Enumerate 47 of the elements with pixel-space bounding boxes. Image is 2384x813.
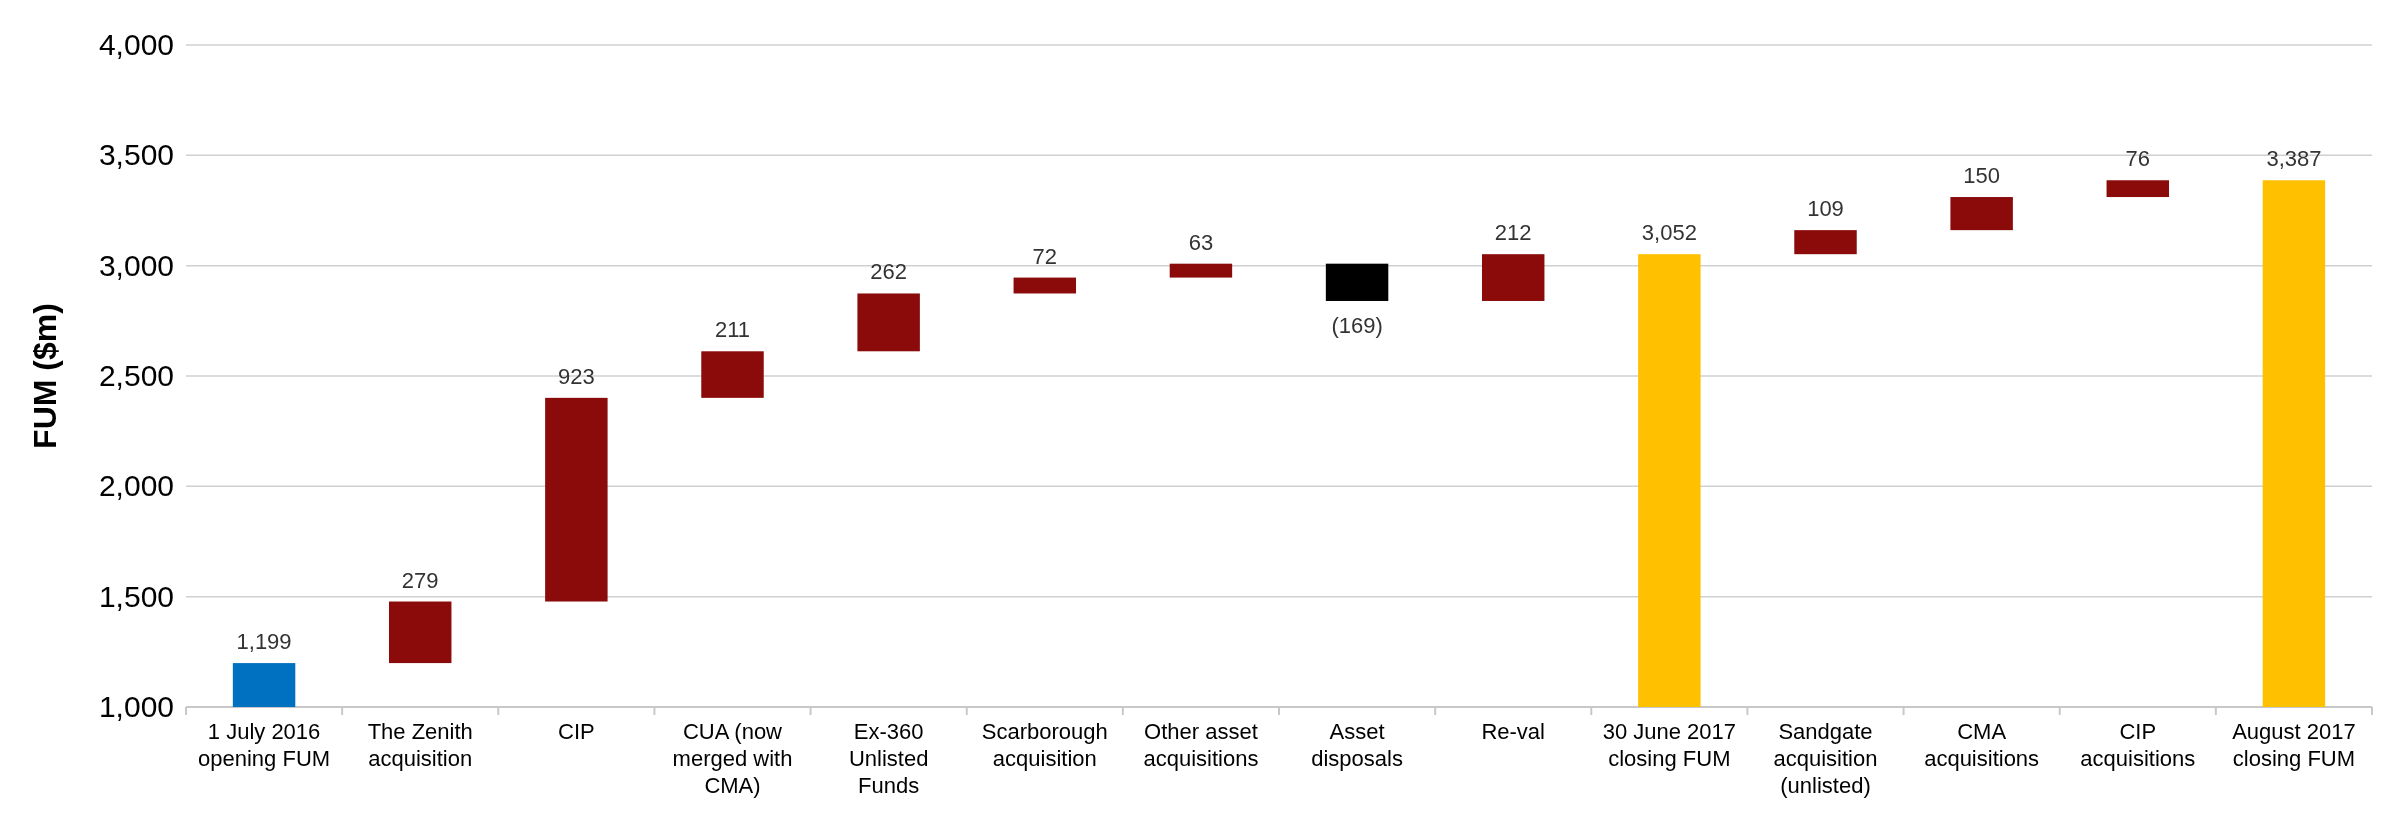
data-label: 109 — [1807, 196, 1844, 222]
data-label: 279 — [401, 567, 439, 593]
bar — [1325, 263, 1389, 301]
y-tick-label: 2,500 — [98, 359, 174, 392]
x-tick-label: Asset disposals — [1311, 719, 1403, 771]
bar — [1481, 254, 1545, 301]
y-tick-label: 3,000 — [98, 248, 174, 282]
x-tick-label: CMA acquisitions — [1924, 719, 2040, 771]
bar — [701, 351, 764, 398]
x-tick-label: Sandgate acquisition (unlisted) — [1773, 719, 1878, 798]
x-tick-label: CUA (now merged with CMA) — [672, 719, 793, 798]
x-tick-label: CIP — [558, 719, 595, 744]
y-tick-label: 3,500 — [98, 138, 174, 172]
bar — [1169, 263, 1233, 278]
data-label: 63 — [1188, 229, 1214, 255]
data-label: 3,387 — [2266, 146, 2322, 172]
bar — [388, 601, 452, 664]
x-tick-label: The Zenith acquisition — [367, 719, 473, 771]
x-tick-label: 30 June 2017 closing FUM — [1602, 719, 1737, 771]
x-tick-label: 1 July 2016 opening FUM — [198, 719, 331, 771]
x-tick-label: Ex-360 Unlisted Funds — [848, 719, 929, 798]
x-tick-label: Re-val — [1481, 719, 1545, 744]
data-label: 72 — [1032, 243, 1058, 269]
x-tick-label: August 2017 closing FUM — [2232, 719, 2356, 771]
data-label: 150 — [1963, 163, 2000, 189]
bar — [1013, 277, 1077, 294]
y-tick-label: 1,500 — [98, 579, 174, 613]
x-tick-label: Scarborough acquisition — [981, 719, 1108, 771]
y-tick-label: 1,000 — [98, 690, 174, 723]
y-axis-title: FUM ($m) — [27, 303, 63, 449]
data-label: 211 — [714, 317, 751, 343]
x-tick-label: Other asset acquisitions — [1143, 719, 1259, 771]
data-label: (169) — [1331, 312, 1383, 338]
data-label: 76 — [2125, 146, 2151, 172]
data-label: 212 — [1494, 220, 1532, 246]
bar — [857, 293, 920, 352]
y-tick-label: 4,000 — [98, 28, 174, 61]
data-label: 262 — [870, 259, 907, 285]
bar — [1794, 230, 1857, 255]
bar — [545, 397, 608, 602]
y-tick-label: 2,000 — [98, 469, 174, 503]
bar — [2106, 180, 2170, 198]
data-label: 3,052 — [1641, 220, 1697, 246]
bar — [1950, 197, 2013, 231]
data-label: 923 — [558, 363, 595, 389]
data-label: 1,199 — [236, 629, 292, 655]
x-tick-label: CIP acquisitions — [2080, 719, 2196, 771]
